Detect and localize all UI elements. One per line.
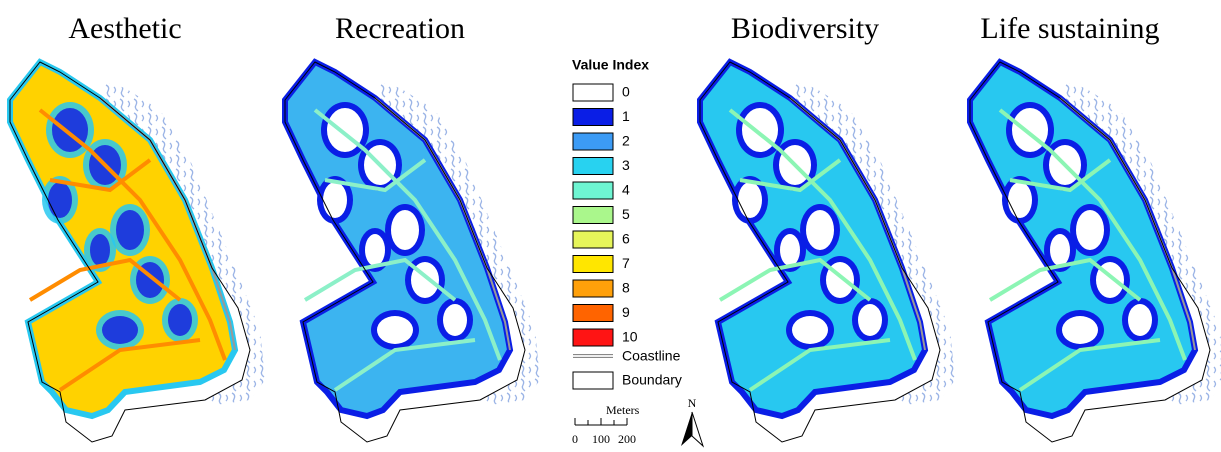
legend-swatch [573,329,613,346]
legend-swatch [573,158,613,175]
map-panel [285,62,540,442]
panel-title: Biodiversity [731,12,879,45]
value-zone [1128,304,1152,336]
value-zone [102,316,138,344]
legend-label: 9 [622,304,630,320]
legend-label: 6 [622,231,630,247]
legend-label: 10 [622,329,638,345]
scale-unit: Meters [606,403,640,417]
panel-title: Life sustaining [980,12,1159,45]
value-zone [168,304,192,336]
value-zone [1076,210,1104,250]
value-zone [858,304,882,336]
value-zone [738,182,762,218]
legend-label: 5 [622,206,630,222]
value-zone [391,210,419,250]
value-zone [365,234,385,266]
legend-swatch [573,109,613,126]
legend-label: 4 [622,182,630,198]
value-zone [1008,182,1032,218]
north-arrow [681,412,692,446]
legend-label: 0 [622,84,630,100]
legend-swatch [573,280,613,297]
legend-label: 1 [622,108,630,124]
scale-tick: 0 [572,432,578,446]
value-zone [780,234,800,266]
panel-title: Recreation [335,12,465,45]
value-zone [377,316,413,344]
legend-swatch [573,231,613,248]
legend-label: 3 [622,157,630,173]
north-label: N [688,396,697,410]
map-panel [700,62,955,442]
scale-bar [575,418,627,425]
value-zone [116,210,144,250]
value-zone [1050,234,1070,266]
scale-tick: 200 [618,432,636,446]
value-zone [48,182,72,218]
legend-swatch [573,256,613,273]
legend-swatch [573,305,613,322]
legend-swatch [573,84,613,101]
north-arrow [692,412,703,446]
map-panel [970,62,1221,442]
panel-title: Aesthetic [68,12,181,45]
value-zone [90,234,110,266]
legend-swatch [573,182,613,199]
legend-label: Boundary [622,372,682,388]
legend-label: 8 [622,280,630,296]
boundary-symbol [573,372,613,389]
legend-title: Value Index [572,57,649,73]
legend-label: 7 [622,255,630,271]
legend-swatch [573,207,613,224]
legend-swatch [573,133,613,150]
legend-label: Coastline [622,348,681,364]
value-zone [443,304,467,336]
value-zone [323,182,347,218]
value-zone [806,210,834,250]
scale-tick: 100 [592,432,610,446]
figure: Value Index Coastline Boundary Meters 0 … [0,0,1221,452]
legend-label: 2 [622,133,630,149]
value-zone [792,316,828,344]
value-zone [1062,316,1098,344]
map-panel [10,62,265,442]
